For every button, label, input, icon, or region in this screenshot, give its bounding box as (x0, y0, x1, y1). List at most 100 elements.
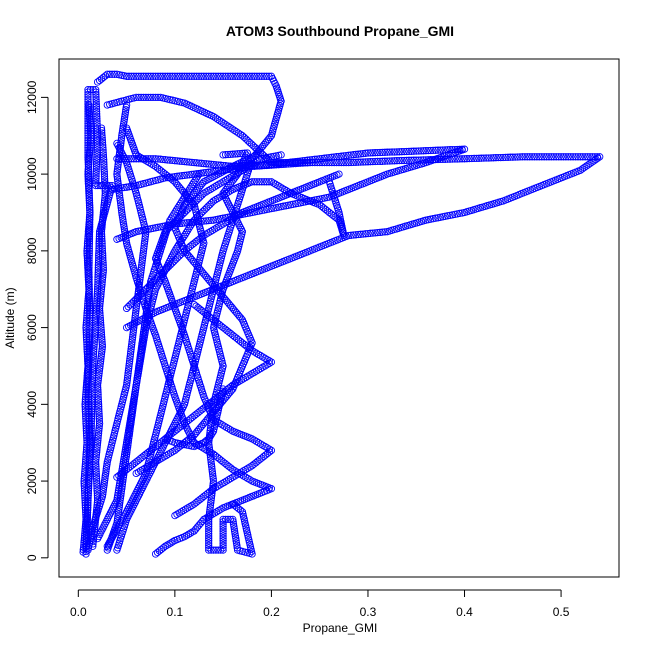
data-point (373, 148, 382, 157)
data-point (98, 347, 106, 356)
data-point (332, 153, 341, 161)
data-point (213, 224, 221, 232)
data-point (337, 152, 346, 160)
data-point (116, 498, 124, 507)
data-series (79, 101, 95, 556)
data-point (216, 481, 224, 489)
data-point (84, 266, 92, 274)
data-point (200, 72, 208, 80)
data-point (106, 70, 114, 78)
data-point (144, 294, 153, 302)
data-point (80, 487, 89, 495)
data-point (99, 208, 108, 217)
data-point (236, 210, 244, 218)
data-point (101, 189, 109, 197)
data-point (151, 93, 160, 102)
data-point (101, 474, 109, 482)
data-point (89, 535, 98, 543)
data-point (122, 239, 131, 247)
data-point (147, 460, 155, 469)
data-point (85, 196, 93, 205)
data-point (86, 117, 94, 126)
data-point (141, 232, 149, 241)
data-point (294, 199, 302, 208)
data-point (335, 152, 343, 161)
data-point (161, 542, 169, 550)
data-point (84, 168, 92, 176)
data-point (99, 254, 107, 262)
data-point (121, 232, 130, 240)
data-point (200, 159, 208, 168)
data-point (156, 223, 165, 231)
data-point (124, 367, 133, 375)
data-point (218, 192, 226, 200)
data-point (98, 333, 106, 341)
data-point (125, 72, 133, 80)
data-point (116, 199, 125, 207)
data-point (248, 346, 256, 355)
data-point (102, 465, 110, 473)
data-point (114, 158, 123, 166)
data-point (224, 150, 232, 159)
data-point (83, 376, 91, 385)
data-point (98, 237, 106, 245)
data-point (451, 210, 459, 219)
data-point (92, 513, 100, 521)
data-point (222, 477, 231, 485)
data-point (137, 263, 146, 272)
data-point (116, 194, 124, 202)
data-point (456, 155, 464, 163)
data-point (222, 423, 231, 432)
data-point (83, 309, 91, 317)
data-point (197, 159, 206, 167)
data-point (141, 235, 149, 243)
data-point (269, 179, 278, 187)
y-tick-label: 0 (25, 554, 39, 561)
data-point (81, 525, 89, 533)
data-point (248, 162, 256, 171)
data-point (93, 496, 102, 504)
data-point (93, 439, 102, 447)
data-point (95, 249, 103, 257)
data-point (98, 242, 106, 250)
data-point (118, 213, 127, 221)
data-point (93, 122, 101, 130)
data-point (92, 511, 100, 519)
data-point (220, 422, 228, 430)
data-point (83, 434, 91, 442)
data-point (136, 271, 145, 279)
data-point (151, 72, 160, 80)
data-point (113, 165, 122, 173)
data-point (267, 358, 276, 366)
data-point (82, 386, 90, 394)
data-point (156, 155, 165, 163)
data-point (169, 212, 177, 220)
data-point (383, 148, 391, 156)
data-point (163, 173, 172, 182)
data-point (101, 182, 109, 190)
data-point (225, 174, 234, 182)
data-point (84, 290, 93, 298)
data-point (96, 299, 104, 308)
data-point (90, 528, 98, 536)
data-point (84, 273, 92, 281)
data-point (126, 427, 134, 435)
data-point (132, 304, 140, 313)
data-point (205, 544, 213, 552)
data-point (140, 321, 149, 329)
data-point (395, 156, 403, 165)
data-point (579, 153, 587, 161)
data-point (207, 449, 215, 457)
data-point (580, 163, 588, 172)
data-series (89, 124, 109, 550)
data-point (132, 469, 140, 478)
data-point (92, 93, 100, 101)
data-point (84, 98, 92, 106)
data-point (93, 494, 102, 502)
data-point (101, 192, 109, 200)
data-point (125, 432, 133, 440)
data-point (115, 156, 123, 164)
data-point (233, 378, 241, 387)
data-point (208, 470, 217, 478)
data-point (84, 163, 93, 171)
